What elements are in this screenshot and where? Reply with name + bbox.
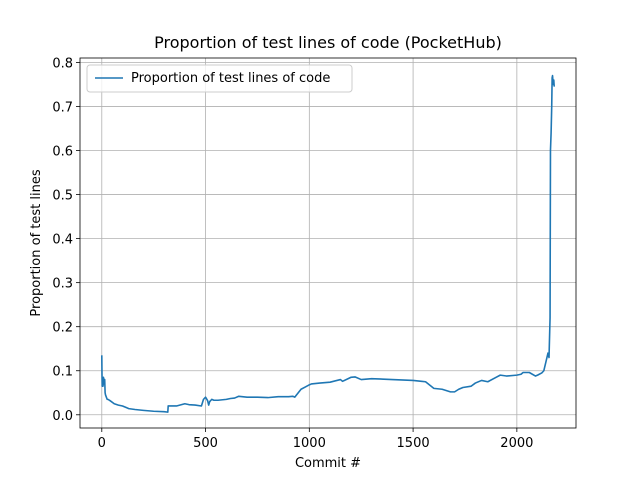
x-tick-label: 500 bbox=[193, 436, 218, 451]
y-tick-label: 0.5 bbox=[52, 189, 73, 204]
y-tick-label: 0.4 bbox=[52, 233, 73, 248]
series-layer bbox=[100, 74, 556, 413]
y-tick-label: 0.3 bbox=[52, 277, 73, 292]
legend-box bbox=[86, 64, 353, 93]
x-tick-label: 2000 bbox=[500, 436, 533, 451]
y-axis-label: Proportion of test lines bbox=[29, 169, 44, 316]
x-tick-label: 1500 bbox=[397, 436, 430, 451]
y-tick-label: 0.0 bbox=[52, 409, 73, 424]
plot-frame bbox=[79, 57, 577, 429]
legend: Proportion of test lines of code bbox=[86, 64, 353, 93]
grid-layer bbox=[80, 58, 576, 428]
y-tick-label: 0.7 bbox=[52, 100, 73, 115]
x-axis-ticks: 0 500 1000 1500 2000 bbox=[98, 428, 533, 451]
y-tick-label: 0.6 bbox=[52, 145, 73, 160]
series-line-proportion-of-test-lines bbox=[100, 74, 556, 413]
x-axis-label: Commit # bbox=[295, 456, 361, 471]
legend-label: Proportion of test lines of code bbox=[131, 71, 330, 86]
y-tick-label: 0.1 bbox=[52, 365, 73, 380]
y-tick-label: 0.8 bbox=[52, 56, 73, 71]
chart-title: Proportion of test lines of code (Pocket… bbox=[154, 33, 502, 52]
x-tick-label: 0 bbox=[98, 436, 106, 451]
x-tick-label: 1000 bbox=[293, 436, 326, 451]
y-axis-ticks: 0.0 0.1 0.2 0.3 0.4 0.5 0.6 0.7 0.8 bbox=[52, 56, 80, 424]
y-tick-label: 0.2 bbox=[52, 321, 73, 336]
